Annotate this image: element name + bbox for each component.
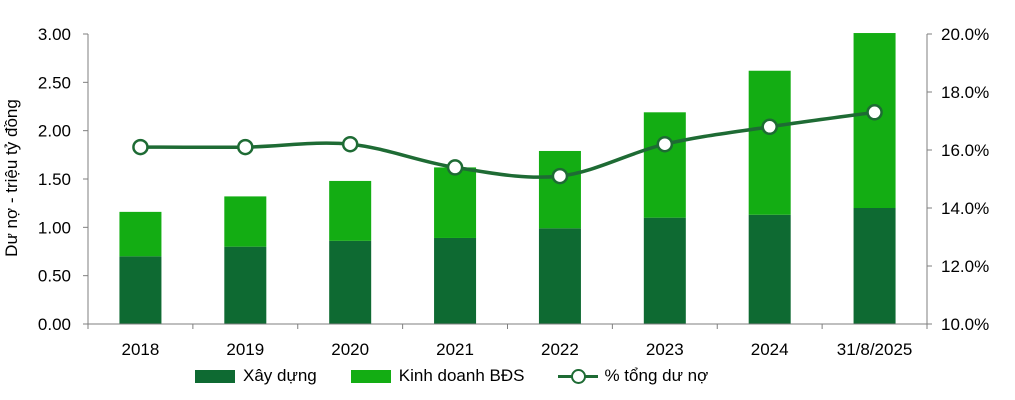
share-line: [140, 110, 875, 179]
y2-tick-label: 18.0%: [941, 83, 989, 102]
y2-tick-label: 14.0%: [941, 199, 989, 218]
x-tick-label: 2021: [436, 340, 474, 359]
share-point-2020: [341, 135, 359, 153]
legend-swatch-construction: [195, 369, 235, 383]
bar-real-estate-2024: [748, 70, 791, 215]
share-point-2018: [132, 138, 149, 156]
axes-group: [83, 33, 932, 329]
y-tick-label: 1.50: [38, 170, 71, 189]
x-tick-label: 2022: [541, 340, 579, 359]
bar-construction-2020: [329, 240, 372, 324]
bar-construction-2021: [434, 237, 477, 324]
bar-real-estate-2021: [434, 167, 477, 238]
y-tick-label: 2.00: [38, 122, 71, 141]
legend-label-share: % tổng dư nợ: [604, 366, 709, 385]
legend-label-construction: Xây dựng: [243, 366, 317, 385]
y-tick-label: 2.50: [38, 73, 71, 92]
x-tick-label: 2020: [331, 340, 369, 359]
legend-swatch-real-estate: [350, 369, 391, 383]
share-point-2023: [656, 135, 674, 153]
y2-tick-label: 12.0%: [941, 257, 989, 276]
x-tick-label: 2024: [751, 340, 789, 359]
bar-construction-2022: [538, 228, 581, 324]
bar-real-estate-2018: [119, 211, 162, 257]
bar-real-estate-2022: [538, 150, 581, 229]
legend-item-share: % tổng dư nợ: [558, 366, 708, 386]
bar-real-estate-2019: [224, 196, 267, 247]
legend-swatch-share: [558, 369, 599, 384]
bar-construction-2024: [748, 214, 791, 324]
share-point-2022: [551, 167, 569, 185]
x-tick-label: 2019: [226, 340, 264, 359]
bars-group: [119, 33, 896, 324]
legend-item-construction: Xây dựng: [195, 366, 317, 386]
bar-construction-2018: [119, 256, 162, 324]
y-tick-label: 1.00: [38, 218, 71, 237]
bar-construction-2019: [224, 246, 267, 324]
share-point-2019: [237, 138, 254, 156]
y2-tick-label: 20.0%: [941, 25, 989, 44]
line-series-group: [132, 104, 883, 185]
x-tick-label: 2023: [646, 340, 684, 359]
bar-construction-31/8/2025: [853, 208, 896, 324]
share-point-2021: [446, 159, 464, 176]
y2-tick-label: 10.0%: [941, 315, 989, 334]
bar-real-estate-2020: [329, 180, 372, 241]
labels-group: 0.00 0.50 1.00 1.50 2.00 2.50 3.00 10.0% 12.0% 14…: [38, 25, 989, 359]
y-tick-label: 0.50: [38, 267, 71, 286]
share-point-2024: [761, 118, 778, 136]
x-tick-label: 31/8/2025: [837, 340, 913, 359]
y-axis-title: Dư nợ - triệu tỷ đồng: [2, 99, 21, 257]
y-tick-label: 0.00: [38, 315, 71, 334]
bar-real-estate-2023: [643, 112, 686, 218]
y2-tick-label: 16.0%: [941, 141, 989, 160]
legend-item-real-estate: Kinh doanh BĐS: [350, 366, 525, 386]
y-tick-label: 3.00: [38, 25, 71, 44]
share-point-31/8/2025: [866, 104, 883, 121]
legend: Xây dựng Kinh doanh BĐS % tổng dư nợ: [195, 366, 742, 386]
legend-label-real-estate: Kinh doanh BĐS: [398, 366, 525, 385]
x-tick-label: 2018: [122, 340, 160, 359]
bar-construction-2023: [643, 217, 686, 324]
